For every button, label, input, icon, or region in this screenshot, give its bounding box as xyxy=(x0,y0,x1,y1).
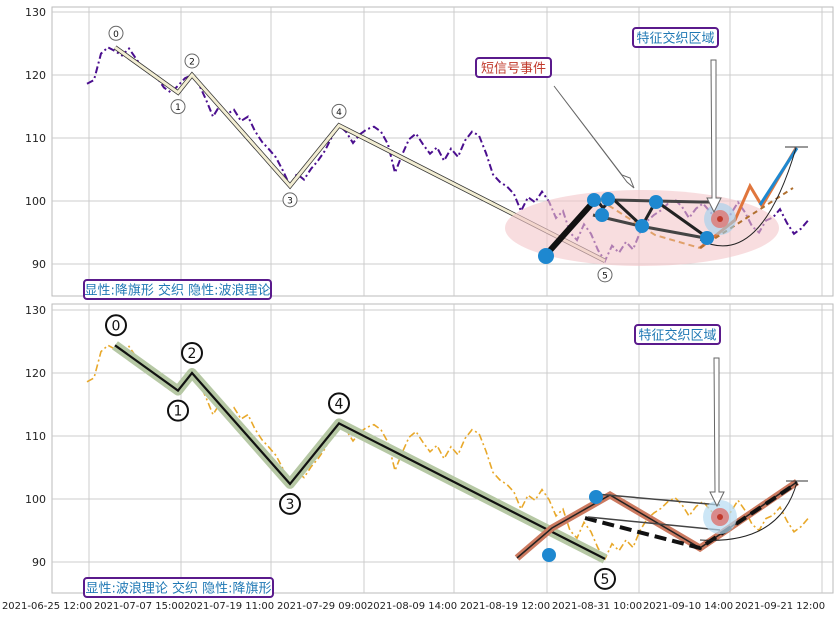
y-tick-label: 100 xyxy=(25,493,46,506)
wave-label-1: 1 xyxy=(175,103,181,113)
intersection-zone-annotation-box xyxy=(632,27,719,48)
blue-marker xyxy=(595,208,609,222)
dash-black-line xyxy=(584,481,799,551)
blue-marker xyxy=(587,193,601,207)
curve-line xyxy=(699,147,797,247)
flag-lower-line xyxy=(587,516,721,531)
intersection-zone-annotation: 特征交织区域 xyxy=(638,328,716,344)
wave-band-fill xyxy=(114,46,606,263)
y-tick-label: 110 xyxy=(25,430,46,443)
x-tick-label: 2021-08-09 14:00 xyxy=(367,601,457,612)
wave-label-5: 5 xyxy=(601,572,610,588)
flag-upper-line xyxy=(595,493,721,506)
blue-marker xyxy=(700,231,714,245)
y-tick-label: 120 xyxy=(25,367,46,380)
wave-label-4: 4 xyxy=(335,396,344,412)
target-core xyxy=(717,514,723,520)
x-tick-label: 2021-08-19 12:00 xyxy=(460,601,550,612)
curve-line xyxy=(699,481,798,541)
legend-annotation: 显性:降旗形 交织 隐性:波浪理论 xyxy=(84,283,270,299)
wave-label-circle xyxy=(597,267,613,283)
y-tick-label: 120 xyxy=(25,69,46,82)
x-tick-label: 2021-07-19 11:00 xyxy=(184,601,274,612)
wave-label-circle xyxy=(181,342,203,364)
wave-label-circle xyxy=(331,103,347,119)
y-tick-label: 130 xyxy=(25,304,46,317)
x-tick-label: 2021-09-10 14:00 xyxy=(643,601,733,612)
blue-marker xyxy=(601,192,615,206)
wave-label-circle xyxy=(328,392,350,415)
wave-label-5: 5 xyxy=(602,271,608,281)
y-tick-label: 110 xyxy=(25,132,46,145)
intersection-zone-annotation-box xyxy=(634,324,721,345)
wave-label-circle xyxy=(282,192,298,208)
y-tick-label: 130 xyxy=(25,6,46,19)
blue-marker xyxy=(635,219,649,233)
signal-event-annotation-box xyxy=(475,57,552,78)
wave-line xyxy=(114,344,606,560)
wave-label-2: 2 xyxy=(188,346,197,362)
flag-orange-dash xyxy=(599,199,701,249)
zone-arrow xyxy=(709,357,725,508)
x-tick-label: 2021-08-31 10:00 xyxy=(552,601,642,612)
y-tick-label: 90 xyxy=(32,556,46,569)
wave-label-circle xyxy=(108,25,124,41)
wave-label-3: 3 xyxy=(286,497,295,513)
y-tick-label: 100 xyxy=(25,195,46,208)
legend-annotation: 显性:波浪理论 交织 隐性:降旗形 xyxy=(85,581,271,597)
wave-label-0: 0 xyxy=(112,318,121,334)
wave-label-circle xyxy=(167,399,189,422)
legend-annotation-box xyxy=(83,279,272,300)
wave-label-circle xyxy=(170,99,186,115)
right-blue-line xyxy=(758,147,799,206)
wave-label-circle xyxy=(105,314,127,337)
wave-label-0: 0 xyxy=(113,30,119,40)
blue-marker xyxy=(589,490,603,504)
y-tick-label: 90 xyxy=(32,258,46,271)
blue-marker xyxy=(542,548,556,562)
blue-marker xyxy=(649,195,663,209)
panel-top: 90 100 110 120 130 0 1 2 3 4 5 显性:降旗形 交织 隐性:波浪理论 短信号… xyxy=(25,6,834,300)
target-core xyxy=(717,216,723,222)
wave-label-circle xyxy=(594,567,616,590)
zone-arrow xyxy=(706,59,722,214)
wave-label-3: 3 xyxy=(287,196,293,206)
zigzag-line xyxy=(594,195,709,240)
intersection-zone-annotation: 特征交织区域 xyxy=(636,31,714,47)
x-tick-label: 2021-09-21 12:00 xyxy=(735,601,825,612)
wave-label-4: 4 xyxy=(336,108,342,118)
x-tick-label: 2021-07-29 09:00 xyxy=(277,601,367,612)
wave-label-2: 2 xyxy=(189,58,195,68)
signal-arrow xyxy=(553,85,635,189)
x-axis: 2021-06-25 12:00 2021-07-07 15:00 2021-07-… xyxy=(2,601,825,612)
wave-label-1: 1 xyxy=(174,404,183,420)
x-tick-label: 2021-07-07 15:00 xyxy=(94,601,184,612)
wave-label-circle xyxy=(184,53,200,69)
legend-annotation-box xyxy=(83,577,274,598)
signal-event-annotation: 短信号事件 xyxy=(481,62,546,77)
x-tick-label: 2021-06-25 12:00 xyxy=(2,601,92,612)
wave-label-circle xyxy=(279,492,301,515)
panel-bottom: 90 100 110 120 130 0 1 2 3 4 5 显性:波浪理论 交织 隐性:降旗形 特征交… xyxy=(25,303,834,598)
price-series-line xyxy=(86,344,809,561)
blue-marker xyxy=(538,248,554,264)
thrust-line xyxy=(542,196,599,259)
